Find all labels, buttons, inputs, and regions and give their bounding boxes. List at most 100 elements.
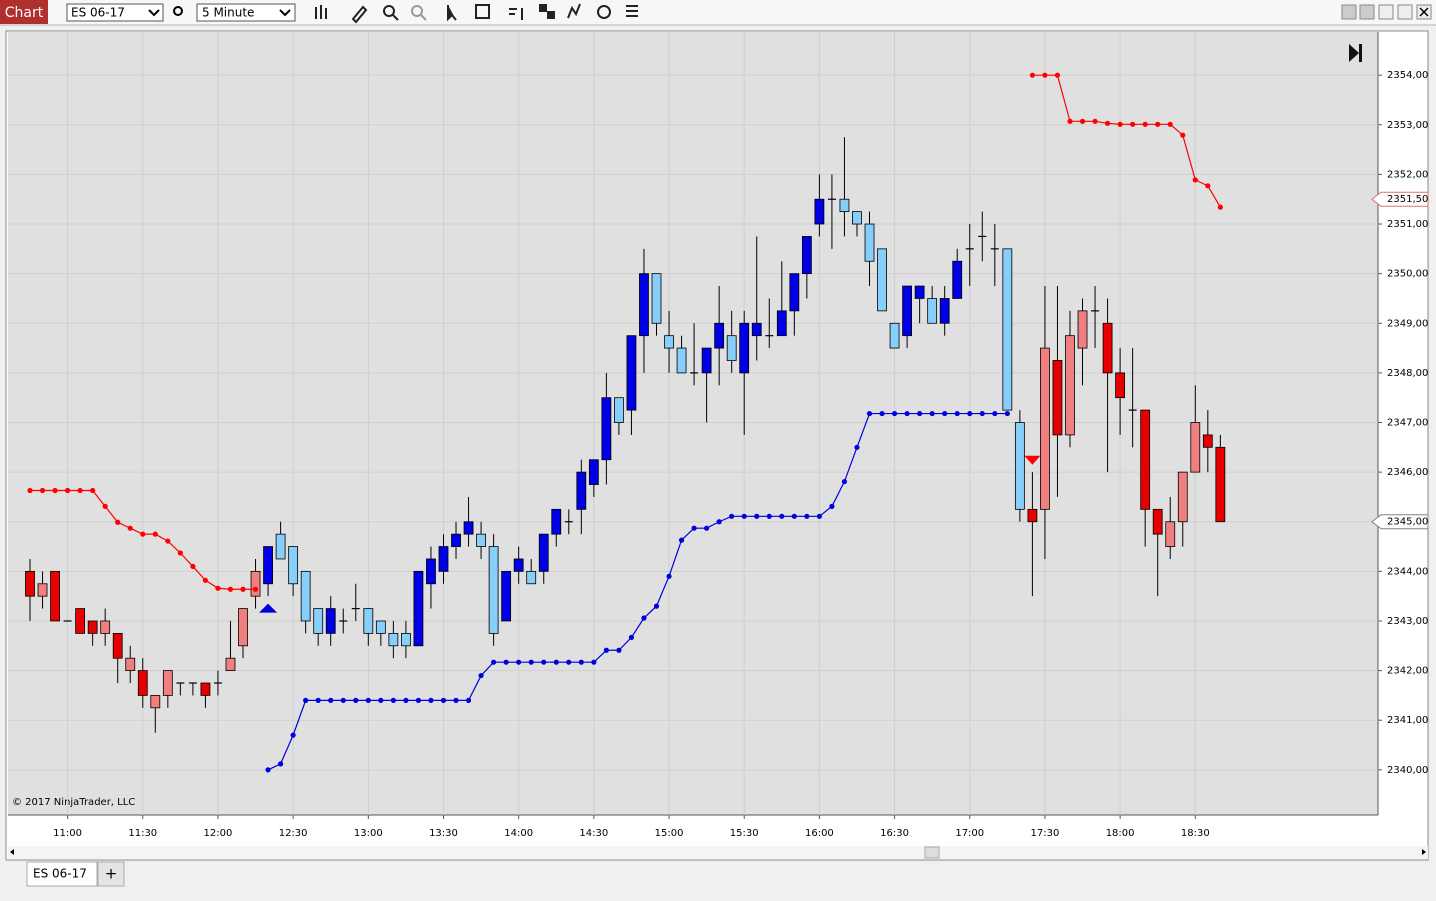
stop-dot [77,487,83,494]
stop-dot [503,659,509,665]
stop-dot [691,525,697,531]
stop-dot [428,697,434,703]
title-tab [0,0,48,24]
stop-dot [1217,204,1223,210]
candle-body [664,335,674,349]
stop-dot [992,410,998,417]
stop-dot [1079,118,1086,124]
candle-body [927,298,938,324]
stop-dot [591,659,597,665]
candle-body [125,657,136,672]
stop-dot [653,603,660,609]
scroll-thumb[interactable] [924,846,940,859]
scrollbar[interactable] [8,846,1428,859]
x-tick-label: 14:00 [504,828,533,839]
instrument-select[interactable] [66,3,164,22]
stop-dot [478,672,484,679]
candle-body [137,670,148,696]
stop-dot [227,586,234,592]
stop-dot [1067,118,1073,124]
stop-dot [967,410,973,417]
candle-body [1027,508,1038,523]
stop-dot [491,659,497,665]
stop-dot [917,410,923,417]
stop-dot [854,444,860,450]
copyright: © 2017 NinjaTrader, LLC [12,797,135,808]
stop-dot [841,478,848,485]
candle-body [75,608,86,634]
stop-dot [954,410,960,417]
stop-dot [1192,177,1198,183]
candle-body [776,310,787,337]
interval-text: 5 Minute [202,6,254,20]
candle-body [300,570,311,622]
candle-body [413,570,424,647]
candle-body [275,533,286,560]
add-tab[interactable] [97,861,125,887]
stop-dot [328,697,334,703]
candle-body [801,236,812,275]
candle-body [538,533,549,572]
candle-body [889,322,900,349]
price-marker-label: 2345,00 [1387,517,1428,528]
candle-body [238,608,248,647]
candle-body [902,285,912,337]
search-icon[interactable] [173,6,183,16]
candle-body [112,632,123,659]
candle-body [1052,360,1063,436]
toolbar-icons[interactable] [315,3,638,24]
stop-dot [566,659,572,665]
candle-body [288,546,299,585]
candle-body [814,198,825,225]
candle-body [1140,409,1151,510]
candle-body [726,335,737,361]
stop-dot [365,697,371,703]
candle-body [1165,521,1176,547]
candle-body [200,682,211,696]
y-tick-label: 2351,00 [1387,219,1428,230]
candle-body [1065,335,1075,436]
stop-dot [1029,72,1035,78]
stop-dot [390,697,396,703]
stop-dot [729,513,735,519]
x-tick-label: 17:00 [955,828,984,839]
candle-body [87,620,98,634]
y-tick-label: 2340,00 [1387,765,1428,776]
interval-select[interactable] [196,3,296,22]
tab-label: ES 06-17 [33,867,87,881]
candle-body [375,620,386,634]
candle-body [1002,248,1013,411]
candle-body [37,583,48,597]
x-tick-label: 17:30 [1031,828,1060,839]
window-buttons[interactable] [1341,4,1432,20]
stop-dot [39,487,46,494]
stop-dot [879,410,885,417]
candle-body [651,273,662,324]
x-tick-label: 13:00 [354,828,383,839]
stop-dot [603,647,609,653]
tab[interactable] [26,861,98,887]
candle-body [451,533,461,547]
x-tick-label: 15:00 [655,828,684,839]
candle-body [739,322,750,374]
x-tick-label: 18:30 [1181,828,1210,839]
long-signal [259,603,278,613]
stop-dot [929,410,935,417]
x-tick-label: 11:30 [128,828,157,839]
stop-dot [791,513,797,519]
candle-body [1202,434,1213,448]
candle-body [150,695,161,709]
stop-dot [115,519,121,525]
candle-body [162,670,173,696]
candle-body [400,632,411,647]
candle-body [100,620,111,634]
candle-body [263,546,273,585]
scroll-end-button[interactable] [1349,44,1362,62]
stop-dot [1205,183,1211,189]
stop-dot [265,767,271,773]
stop-dot [641,615,647,621]
stop-dot [616,647,622,653]
stop-dot [779,513,785,519]
x-tick-label: 11:00 [53,828,82,839]
